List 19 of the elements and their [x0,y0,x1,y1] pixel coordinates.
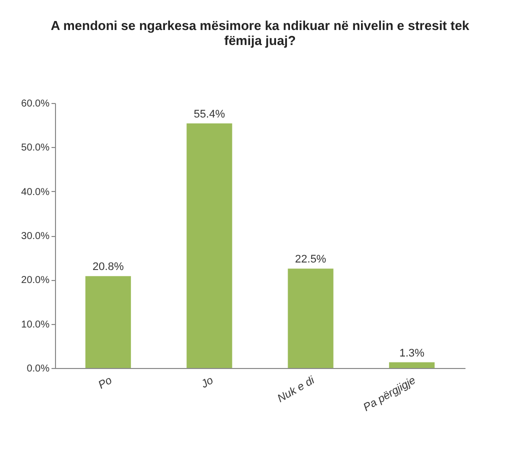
bar [186,123,232,368]
y-tick-label: 60.0% [21,98,50,110]
y-tick-label: 40.0% [21,186,50,198]
y-tick-label: 20.0% [21,275,50,286]
y-tick-label: 30.0% [21,231,50,242]
y-tick-label: 50.0% [21,142,50,154]
bar [85,276,131,368]
y-tick-label: 0.0% [26,364,50,374]
y-tick-label: 10.0% [21,319,50,330]
data-label: 1.3% [399,347,425,360]
x-tick-label: Jo [198,374,216,392]
data-label: 20.8% [92,261,124,274]
data-label: 55.4% [194,108,226,120]
chart-title: A mendoni se ngarkesa mësimore ka ndikuar në nivelin e stresit tek fëmija juaj? [50,18,470,48]
bar [389,362,435,368]
data-label: 22.5% [295,254,326,266]
x-tick-label: Nuk e di [276,374,318,406]
bar [288,268,334,368]
x-tick-label: Po [96,374,114,392]
